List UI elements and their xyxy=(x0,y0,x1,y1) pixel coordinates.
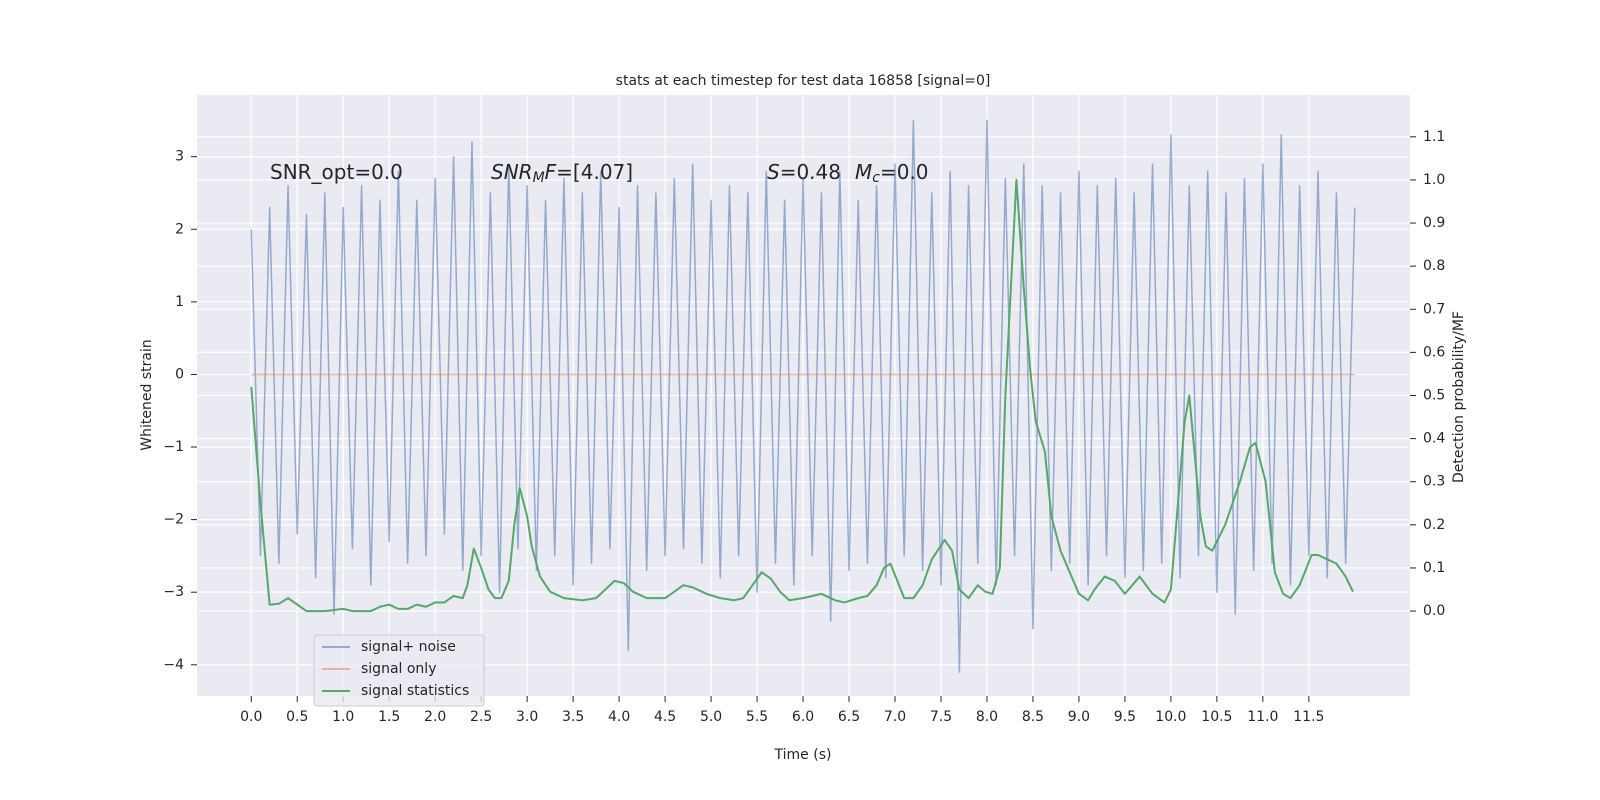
x-tick-label: 6.5 xyxy=(838,709,860,725)
series-line xyxy=(250,178,1354,613)
x-tick-label: 1.0 xyxy=(332,709,354,725)
y2-tick-label: 0.9 xyxy=(1423,215,1445,231)
x-tick-label: 0.0 xyxy=(240,709,262,725)
y2-tick-label: 1.1 xyxy=(1423,129,1445,145)
annotation-text: c xyxy=(872,170,880,186)
x-tick-label: 7.0 xyxy=(884,709,906,725)
y-tick-label: −4 xyxy=(163,657,184,673)
x-tick-label: 1.5 xyxy=(378,709,400,725)
x-tick-label: 8.5 xyxy=(1022,709,1044,725)
annotation-text: =0.48 xyxy=(780,160,841,184)
y-tick-label: −3 xyxy=(163,584,184,600)
annotation-text: M xyxy=(855,160,872,184)
lines xyxy=(250,119,1356,673)
annotation: SNRMF=[4.07] xyxy=(491,160,633,187)
y2-tick-label: 0.8 xyxy=(1423,258,1445,274)
y2-tick-label: 0.2 xyxy=(1423,517,1445,533)
x-tick-label: 4.0 xyxy=(608,709,630,725)
annotation-text: SNR xyxy=(491,160,533,184)
y-tick-label: −2 xyxy=(163,512,184,528)
annotation-text: F xyxy=(545,160,557,184)
x-tick-label: 5.0 xyxy=(700,709,722,725)
annotation-text: M xyxy=(533,170,545,186)
y2-axis-label: Detection probability/MF xyxy=(1451,311,1467,483)
x-tick-label: 2.0 xyxy=(424,709,446,725)
x-tick-label: 10.0 xyxy=(1155,709,1186,725)
legend-box xyxy=(313,634,485,707)
annotation-text: S xyxy=(767,160,780,184)
x-tick-label: 9.5 xyxy=(1114,709,1136,725)
y2-tick-label: 0.5 xyxy=(1423,388,1445,404)
y2-tick-label: 0.3 xyxy=(1423,474,1445,490)
y2-tick-label: 0.0 xyxy=(1423,603,1445,619)
x-axis-label: Time (s) xyxy=(774,747,832,763)
y2-tick-label: 0.4 xyxy=(1423,431,1445,447)
y-tick-label: 2 xyxy=(175,221,184,237)
x-tick-label: 4.5 xyxy=(654,709,676,725)
x-tick-label: 11.5 xyxy=(1293,709,1324,725)
x-tick-label: 9.0 xyxy=(1068,709,1090,725)
y-tick-label: 3 xyxy=(175,149,184,165)
y-tick-label: −1 xyxy=(163,439,184,455)
x-tick-label: 10.5 xyxy=(1201,709,1232,725)
annotation-text: SNR_opt=0.0 xyxy=(270,160,403,184)
x-tick-label: 3.5 xyxy=(562,709,584,725)
x-tick-label: 3.0 xyxy=(516,709,538,725)
y2-tick-label: 0.7 xyxy=(1423,301,1445,317)
x-tick-label: 6.0 xyxy=(792,709,814,725)
x-tick-label: 7.5 xyxy=(930,709,952,725)
x-tick-label: 0.5 xyxy=(286,709,308,725)
x-tick-label: 11.0 xyxy=(1247,709,1278,725)
legend-label: signal+ noise xyxy=(361,639,456,655)
y2-tick-label: 0.6 xyxy=(1423,344,1445,360)
legend-label: signal only xyxy=(361,661,436,677)
annotation: S=0.48 Mc=0.0 xyxy=(767,160,929,187)
y-axis-label: Whitened strain xyxy=(139,339,155,450)
y2-tick-label: 1.0 xyxy=(1423,172,1445,188)
annotation-text: =0.0 xyxy=(880,160,929,184)
x-tick-label: 5.5 xyxy=(746,709,768,725)
y-tick-label: 0 xyxy=(175,366,184,382)
annotation-text: =[4.07] xyxy=(556,160,633,184)
annotation: SNR_opt=0.0 xyxy=(270,160,403,184)
chart-title: stats at each timestep for test data 168… xyxy=(616,73,991,89)
x-tick-label: 8.0 xyxy=(976,709,998,725)
x-tick-label: 2.5 xyxy=(470,709,492,725)
series-line xyxy=(250,119,1356,673)
legend-label: signal statistics xyxy=(361,683,469,699)
y-tick-label: 1 xyxy=(175,294,184,310)
legend: signal+ noise signal only signal statistic… xyxy=(313,634,485,707)
ticks: 0.0 0.5 1.0 1.5 2.0 2.5 3.0 3.5 4.0 4.5 5.0 5.5 6.0 6… xyxy=(163,129,1445,725)
y2-tick-label: 0.1 xyxy=(1423,560,1445,576)
